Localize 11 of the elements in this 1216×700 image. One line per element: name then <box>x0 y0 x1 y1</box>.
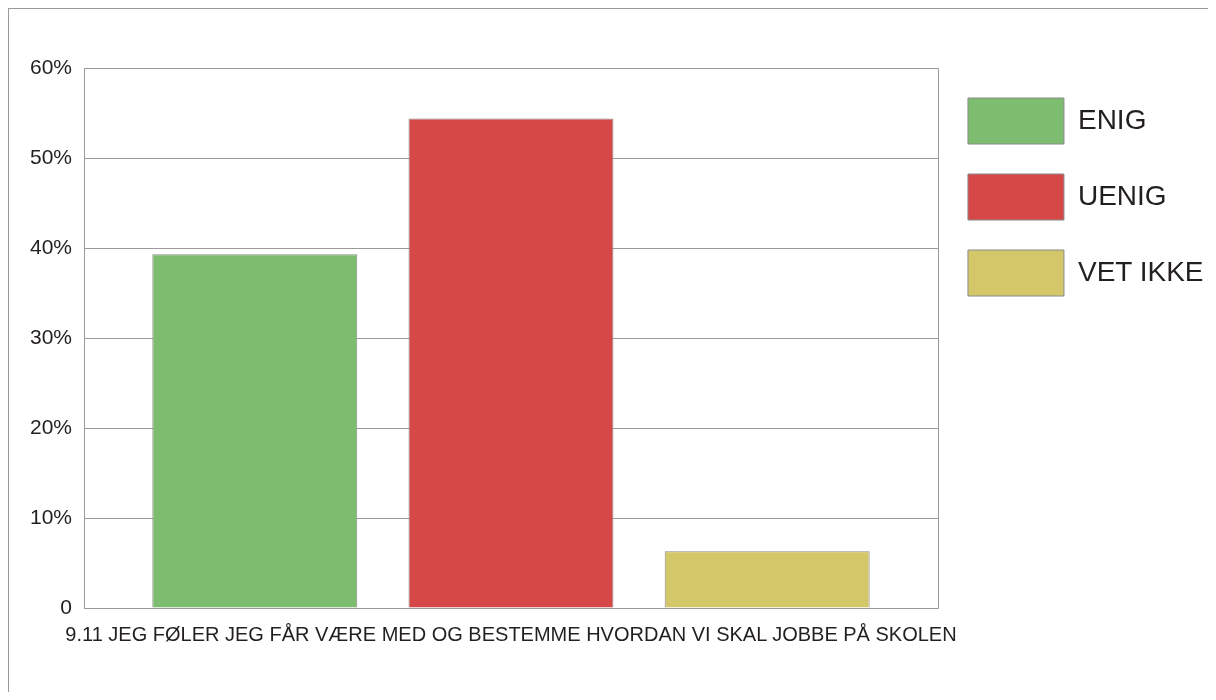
y-tick-label: 40% <box>29 234 72 258</box>
y-tick-label: 10% <box>29 504 72 528</box>
y-tick-label: 20% <box>29 414 72 438</box>
y-tick-label: 0 <box>60 594 72 618</box>
y-tick-label: 60% <box>29 54 72 78</box>
y-tick-label: 50% <box>29 144 72 168</box>
legend-label: UENIG <box>1077 179 1167 211</box>
x-tick-label: 9.11 JEG FØLER JEG FÅR VÆRE MED OG BESTEMME HVORDAN VI SKAL JOBBE PÅ SKOLEN <box>65 622 957 645</box>
legend-label: VET IKKE <box>1077 255 1204 287</box>
legend-label: ENIG <box>1077 103 1147 135</box>
y-tick-label: 30% <box>29 324 72 348</box>
